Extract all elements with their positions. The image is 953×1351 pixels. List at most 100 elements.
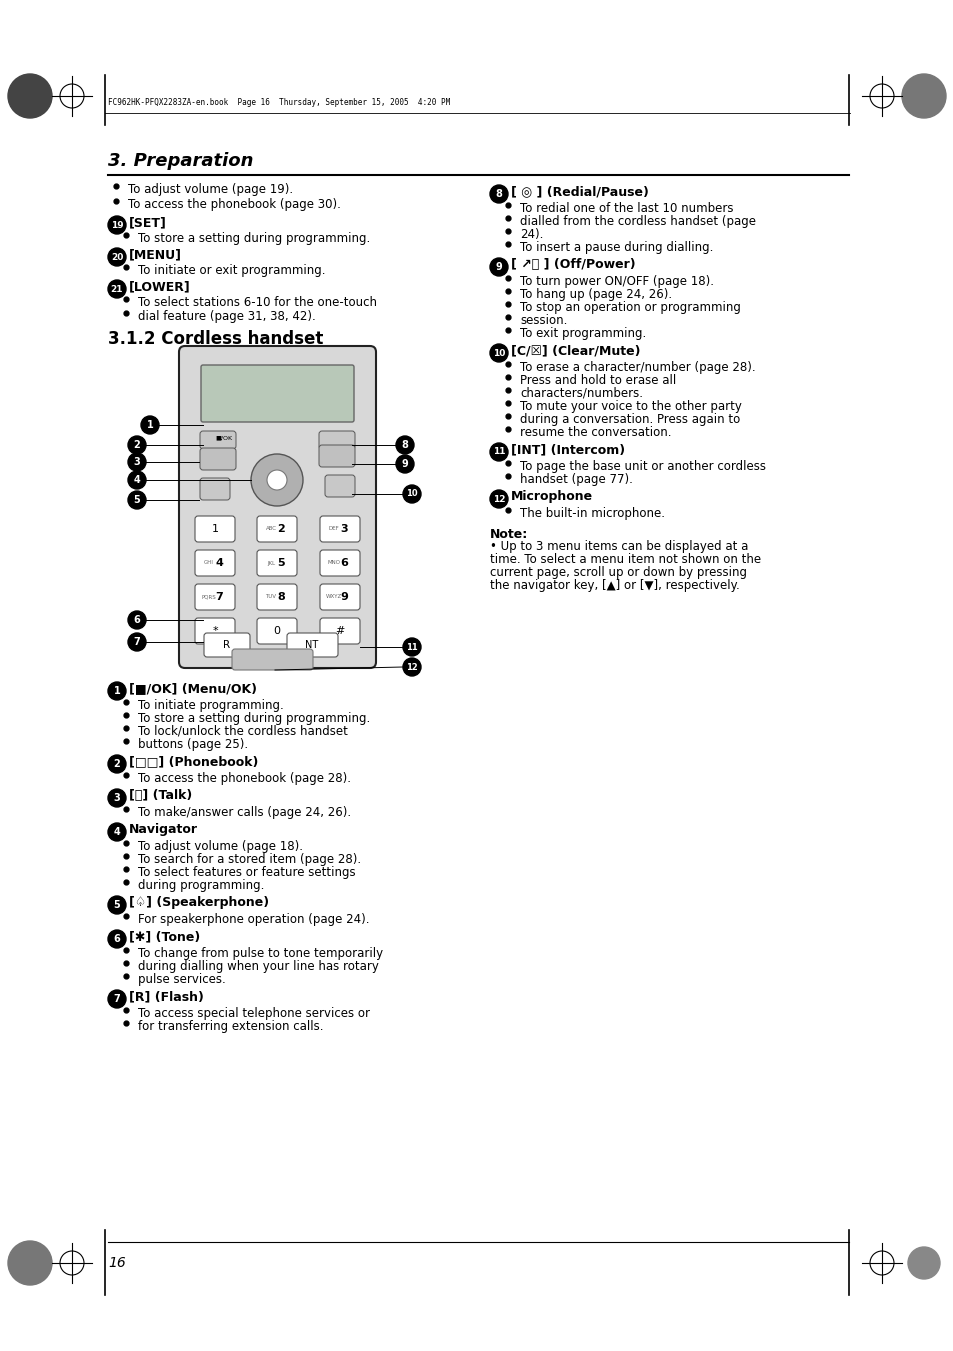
Text: 12: 12 (493, 494, 505, 504)
Text: To hang up (page 24, 26).: To hang up (page 24, 26). (519, 288, 672, 301)
FancyBboxPatch shape (194, 617, 234, 644)
Text: 16: 16 (108, 1256, 126, 1270)
Text: [⤷] (Talk): [⤷] (Talk) (129, 789, 193, 802)
Text: dialled from the cordless handset (page: dialled from the cordless handset (page (519, 215, 755, 228)
Text: 12: 12 (406, 662, 417, 671)
Text: MNO: MNO (327, 561, 340, 566)
Text: • Up to 3 menu items can be displayed at a: • Up to 3 menu items can be displayed at… (490, 540, 747, 553)
Text: FC962HK-PFQX2283ZA-en.book  Page 16  Thursday, September 15, 2005  4:20 PM: FC962HK-PFQX2283ZA-en.book Page 16 Thurs… (108, 99, 450, 107)
Text: To redial one of the last 10 numbers: To redial one of the last 10 numbers (519, 203, 733, 215)
Text: 2: 2 (276, 524, 285, 534)
FancyBboxPatch shape (201, 365, 354, 422)
Circle shape (402, 658, 420, 676)
Text: ■/OK: ■/OK (215, 435, 233, 440)
Text: To select features or feature settings: To select features or feature settings (138, 866, 355, 880)
Text: 8: 8 (401, 440, 408, 450)
Text: To lock/unlock the cordless handset: To lock/unlock the cordless handset (138, 725, 348, 738)
FancyBboxPatch shape (200, 431, 235, 449)
Text: ABC: ABC (265, 527, 276, 531)
FancyBboxPatch shape (318, 444, 355, 467)
Text: characters/numbers.: characters/numbers. (519, 386, 642, 400)
Circle shape (395, 455, 414, 473)
Text: 24).: 24). (519, 228, 543, 240)
Text: [INT] (Intercom): [INT] (Intercom) (511, 443, 624, 457)
Circle shape (108, 682, 126, 700)
Text: 4: 4 (133, 476, 140, 485)
Text: 9: 9 (339, 592, 348, 603)
Text: resume the conversation.: resume the conversation. (519, 426, 671, 439)
Text: To access special telephone services or: To access special telephone services or (138, 1006, 370, 1020)
Text: To access the phonebook (page 28).: To access the phonebook (page 28). (138, 771, 351, 785)
Text: To adjust volume (page 19).: To adjust volume (page 19). (128, 182, 293, 196)
Text: To initiate or exit programming.: To initiate or exit programming. (138, 263, 325, 277)
Circle shape (128, 634, 146, 651)
Text: DEF: DEF (328, 527, 339, 531)
Text: 21: 21 (111, 285, 123, 293)
Text: during dialling when your line has rotary: during dialling when your line has rotar… (138, 961, 378, 973)
FancyBboxPatch shape (256, 584, 296, 611)
Text: TUV: TUV (265, 594, 276, 600)
Text: R: R (223, 640, 231, 650)
Text: for transferring extension calls.: for transferring extension calls. (138, 1020, 323, 1034)
Text: To search for a stored item (page 28).: To search for a stored item (page 28). (138, 852, 361, 866)
Circle shape (395, 436, 414, 454)
Text: WXYZ: WXYZ (326, 594, 342, 600)
Text: 11: 11 (406, 643, 417, 651)
Text: current page, scroll up or down by pressing: current page, scroll up or down by press… (490, 566, 746, 580)
Text: Navigator: Navigator (129, 823, 198, 836)
Text: 19: 19 (111, 220, 123, 230)
Circle shape (490, 258, 507, 276)
FancyBboxPatch shape (256, 617, 296, 644)
Circle shape (402, 638, 420, 657)
FancyBboxPatch shape (319, 550, 359, 576)
Text: NT: NT (305, 640, 318, 650)
Text: 5: 5 (133, 494, 140, 505)
Text: 9: 9 (401, 459, 408, 469)
FancyBboxPatch shape (179, 346, 375, 667)
Text: [ ↗⏻ ] (Off/Power): [ ↗⏻ ] (Off/Power) (511, 258, 635, 272)
Text: 4: 4 (214, 558, 223, 567)
Text: 10: 10 (493, 349, 505, 358)
FancyBboxPatch shape (204, 634, 250, 657)
Text: [MENU]: [MENU] (129, 249, 182, 261)
Circle shape (108, 755, 126, 773)
Text: To store a setting during programming.: To store a setting during programming. (138, 712, 370, 725)
Text: To select stations 6-10 for the one-touch: To select stations 6-10 for the one-touc… (138, 296, 376, 309)
Text: 5: 5 (113, 900, 120, 911)
Circle shape (901, 74, 945, 118)
FancyBboxPatch shape (200, 449, 235, 470)
Text: during programming.: during programming. (138, 880, 264, 892)
Text: 7: 7 (133, 638, 140, 647)
Text: session.: session. (519, 313, 567, 327)
Text: 6: 6 (113, 934, 120, 944)
Circle shape (108, 249, 126, 266)
Text: [■/OK] (Menu/OK): [■/OK] (Menu/OK) (129, 682, 256, 694)
Circle shape (108, 280, 126, 299)
Text: 1: 1 (212, 524, 218, 534)
FancyBboxPatch shape (232, 648, 313, 670)
Text: To change from pulse to tone temporarily: To change from pulse to tone temporarily (138, 947, 383, 961)
Text: [SET]: [SET] (129, 216, 167, 230)
FancyBboxPatch shape (256, 550, 296, 576)
Text: 7: 7 (214, 592, 223, 603)
FancyBboxPatch shape (318, 431, 355, 449)
Text: 5: 5 (277, 558, 285, 567)
Text: The built-in microphone.: The built-in microphone. (519, 507, 664, 520)
Text: 3: 3 (340, 524, 348, 534)
Circle shape (108, 929, 126, 948)
Circle shape (108, 789, 126, 807)
Text: To mute your voice to the other party: To mute your voice to the other party (519, 400, 741, 413)
Text: 6: 6 (133, 615, 140, 626)
Circle shape (8, 74, 52, 118)
Text: To stop an operation or programming: To stop an operation or programming (519, 301, 740, 313)
FancyBboxPatch shape (287, 634, 337, 657)
Circle shape (108, 216, 126, 234)
Text: To access the phonebook (page 30).: To access the phonebook (page 30). (128, 199, 340, 211)
Text: #: # (335, 626, 344, 636)
Text: during a conversation. Press again to: during a conversation. Press again to (519, 413, 740, 426)
Circle shape (108, 896, 126, 915)
Text: To exit programming.: To exit programming. (519, 327, 645, 340)
Text: To turn power ON/OFF (page 18).: To turn power ON/OFF (page 18). (519, 276, 713, 288)
Text: 6: 6 (339, 558, 348, 567)
Circle shape (490, 490, 507, 508)
